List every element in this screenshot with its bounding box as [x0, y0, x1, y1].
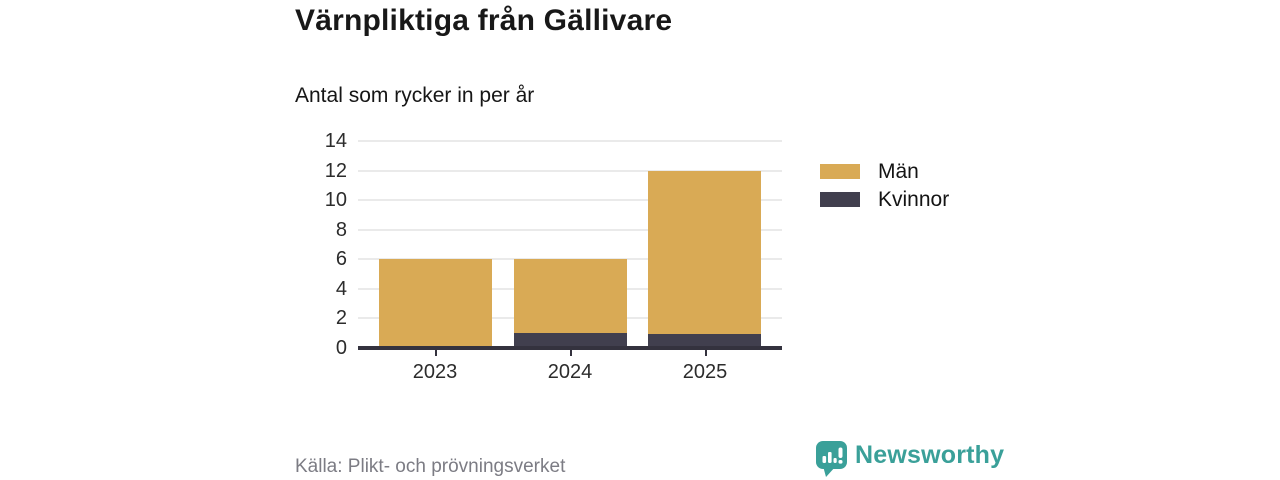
legend: Män Kvinnor [820, 160, 950, 220]
x-tick [435, 350, 437, 356]
y-tick-label: 6 [335, 248, 347, 270]
y-tick-label: 4 [335, 278, 347, 300]
y-tick-label: 14 [324, 130, 347, 152]
legend-item-Kvinnor: Kvinnor [820, 188, 950, 211]
y-gridline [358, 140, 782, 142]
y-tick-label: 0 [335, 337, 347, 359]
x-axis-line [358, 346, 782, 350]
y-gridline [358, 229, 782, 231]
bar-segment-Män-2023 [379, 259, 492, 348]
bar-segment-Kvinnor-2025 [648, 333, 761, 348]
bar-segment-Kvinnor-2024 [514, 333, 627, 348]
legend-label: Män [878, 160, 919, 183]
x-tick [570, 350, 572, 356]
y-gridline [358, 170, 782, 172]
speech-bubble-bar-chart-icon [816, 441, 847, 477]
brand-wordmark: Newsworthy [855, 441, 1005, 469]
legend-swatch [820, 164, 860, 179]
brand-logo: Newsworthy [815, 440, 1004, 477]
source-note: Källa: Plikt- och prövningsverket [295, 456, 566, 477]
y-gridline [358, 199, 782, 201]
y-tick-label: 10 [324, 189, 347, 211]
page-title: Värnpliktiga från Gällivare [295, 4, 673, 37]
chart-subtitle: Antal som rycker in per år [295, 84, 535, 107]
x-tick-label: 2023 [412, 361, 458, 383]
y-tick-label: 8 [335, 219, 347, 241]
bar-segment-Män-2025 [648, 171, 761, 334]
x-tick [705, 350, 707, 356]
y-tick-label: 2 [335, 307, 347, 329]
legend-item-Män: Män [820, 160, 949, 183]
y-tick-label: 12 [324, 160, 347, 182]
legend-label: Kvinnor [878, 188, 950, 211]
x-tick-label: 2025 [682, 361, 728, 383]
legend-swatch [820, 192, 860, 207]
x-tick-label: 2024 [547, 361, 593, 383]
bar-segment-Män-2024 [514, 259, 627, 333]
